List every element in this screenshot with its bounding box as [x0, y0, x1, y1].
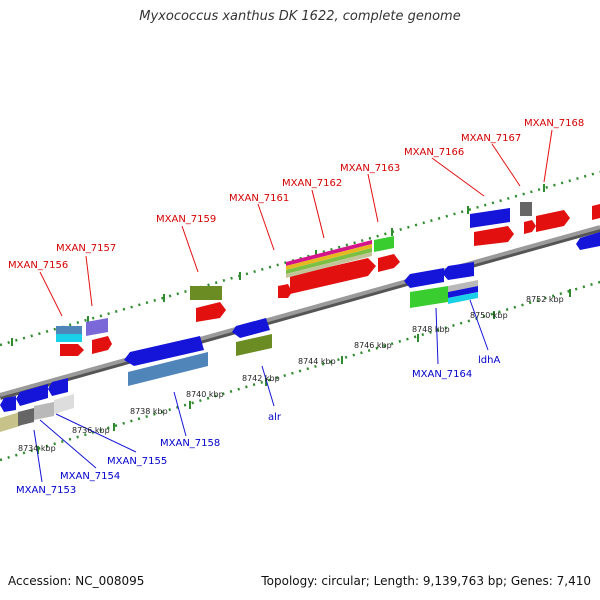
gene-block[interactable] — [410, 286, 448, 308]
genome-backbone — [0, 225, 600, 397]
gene-block[interactable] — [54, 394, 74, 414]
track-tick-marks — [11, 184, 571, 454]
gene-arrow[interactable] — [374, 236, 394, 252]
gene-arrow[interactable] — [48, 378, 68, 396]
kbp-tick-label: 8736 kbp — [72, 426, 110, 435]
gene-label-mxan-7167[interactable]: MXAN_7167 — [461, 133, 521, 144]
gene-label-mxan-7162[interactable]: MXAN_7162 — [282, 178, 342, 189]
gene-arrow[interactable] — [196, 302, 226, 322]
gene-label-mxan-7158[interactable]: MXAN_7158 — [160, 438, 220, 449]
gene-arrow[interactable] — [378, 254, 400, 272]
gene-block[interactable] — [448, 280, 478, 292]
gene-arrow[interactable] — [524, 220, 536, 234]
gene-arrow[interactable] — [474, 226, 514, 246]
gene-arrow[interactable] — [442, 262, 474, 280]
gene-arrow[interactable] — [470, 208, 510, 228]
map-title: Myxococcus xanthus DK 1622, complete gen… — [139, 9, 461, 24]
kbp-tick-label: 8750 kbp — [470, 311, 508, 320]
gene-block[interactable] — [56, 326, 82, 334]
gene-label-mxan-7153[interactable]: MXAN_7153 — [16, 485, 76, 496]
gene-stripe[interactable] — [286, 240, 372, 266]
inner-dotted-track — [0, 280, 600, 462]
label-connectors-bottom — [33, 299, 489, 483]
gene-label-mxan-7164[interactable]: MXAN_7164 — [412, 369, 472, 380]
reverse-genes — [0, 232, 600, 432]
gene-block[interactable] — [18, 408, 34, 426]
gene-block[interactable] — [128, 352, 208, 386]
gene-block[interactable] — [34, 402, 54, 420]
gene-arrow[interactable] — [86, 318, 108, 336]
gene-arrow[interactable] — [16, 388, 34, 406]
topology-summary-text: Topology: circular; Length: 9,139,763 bp… — [261, 574, 591, 588]
gene-block[interactable] — [236, 334, 272, 356]
gene-arrow[interactable] — [60, 344, 84, 356]
gene-arrow[interactable] — [92, 336, 112, 354]
kbp-tick-label: 8742 kbp — [242, 374, 280, 383]
gene-block[interactable] — [448, 292, 478, 304]
gene-label-mxan-7154[interactable]: MXAN_7154 — [60, 471, 120, 482]
gene-block[interactable] — [448, 286, 478, 298]
forward-genes — [56, 202, 600, 356]
gene-arrow[interactable] — [30, 384, 48, 402]
gene-label-mxan-7157[interactable]: MXAN_7157 — [56, 243, 116, 254]
gene-label-mxan-7155[interactable]: MXAN_7155 — [107, 456, 167, 467]
gene-stripe[interactable] — [286, 244, 372, 270]
gene-arrow[interactable] — [290, 258, 376, 294]
gene-arrow[interactable] — [278, 284, 292, 298]
kbp-tick-label: 8746 kbp — [354, 341, 392, 350]
kbp-tick-label: 8740 kbp — [186, 390, 224, 399]
kbp-tick-label: 8748 kbp — [412, 325, 450, 334]
gene-arrow[interactable] — [592, 204, 600, 220]
kbp-tick-label: 8738 kbp — [130, 407, 168, 416]
kbp-tick-label: 8752 kbp — [526, 295, 564, 304]
gene-arrow[interactable] — [0, 396, 16, 412]
gene-arrow[interactable] — [124, 336, 204, 366]
accession-text: Accession: NC_008095 — [8, 574, 145, 588]
gene-label-mxan-7156[interactable]: MXAN_7156 — [8, 260, 68, 271]
gene-arrow[interactable] — [232, 318, 270, 338]
gene-label-mxan-7166[interactable]: MXAN_7166 — [404, 147, 464, 158]
kbp-tick-label: 8734 kbp — [18, 444, 56, 453]
gene-label-mxan-7168[interactable]: MXAN_7168 — [524, 118, 584, 129]
gene-block[interactable] — [520, 202, 532, 216]
gene-label-mxan-7161[interactable]: MXAN_7161 — [229, 193, 289, 204]
gene-label-ldha[interactable]: ldhA — [478, 355, 500, 366]
gene-arrow[interactable] — [404, 268, 444, 288]
gene-block[interactable] — [56, 334, 82, 342]
gene-stripe[interactable] — [286, 248, 372, 274]
gene-stripe[interactable] — [286, 252, 372, 278]
gene-label-mxan-7163[interactable]: MXAN_7163 — [340, 163, 400, 174]
label-connectors-top — [39, 129, 553, 317]
gene-arrow[interactable] — [536, 210, 570, 232]
gene-label-mxan-7159[interactable]: MXAN_7159 — [156, 214, 216, 225]
gene-label-alr[interactable]: alr — [268, 412, 282, 423]
kbp-tick-label: 8744 kbp — [298, 357, 336, 366]
gene-block[interactable] — [0, 412, 20, 432]
gene-arrow[interactable] — [576, 232, 600, 250]
gene-block[interactable] — [190, 286, 222, 300]
